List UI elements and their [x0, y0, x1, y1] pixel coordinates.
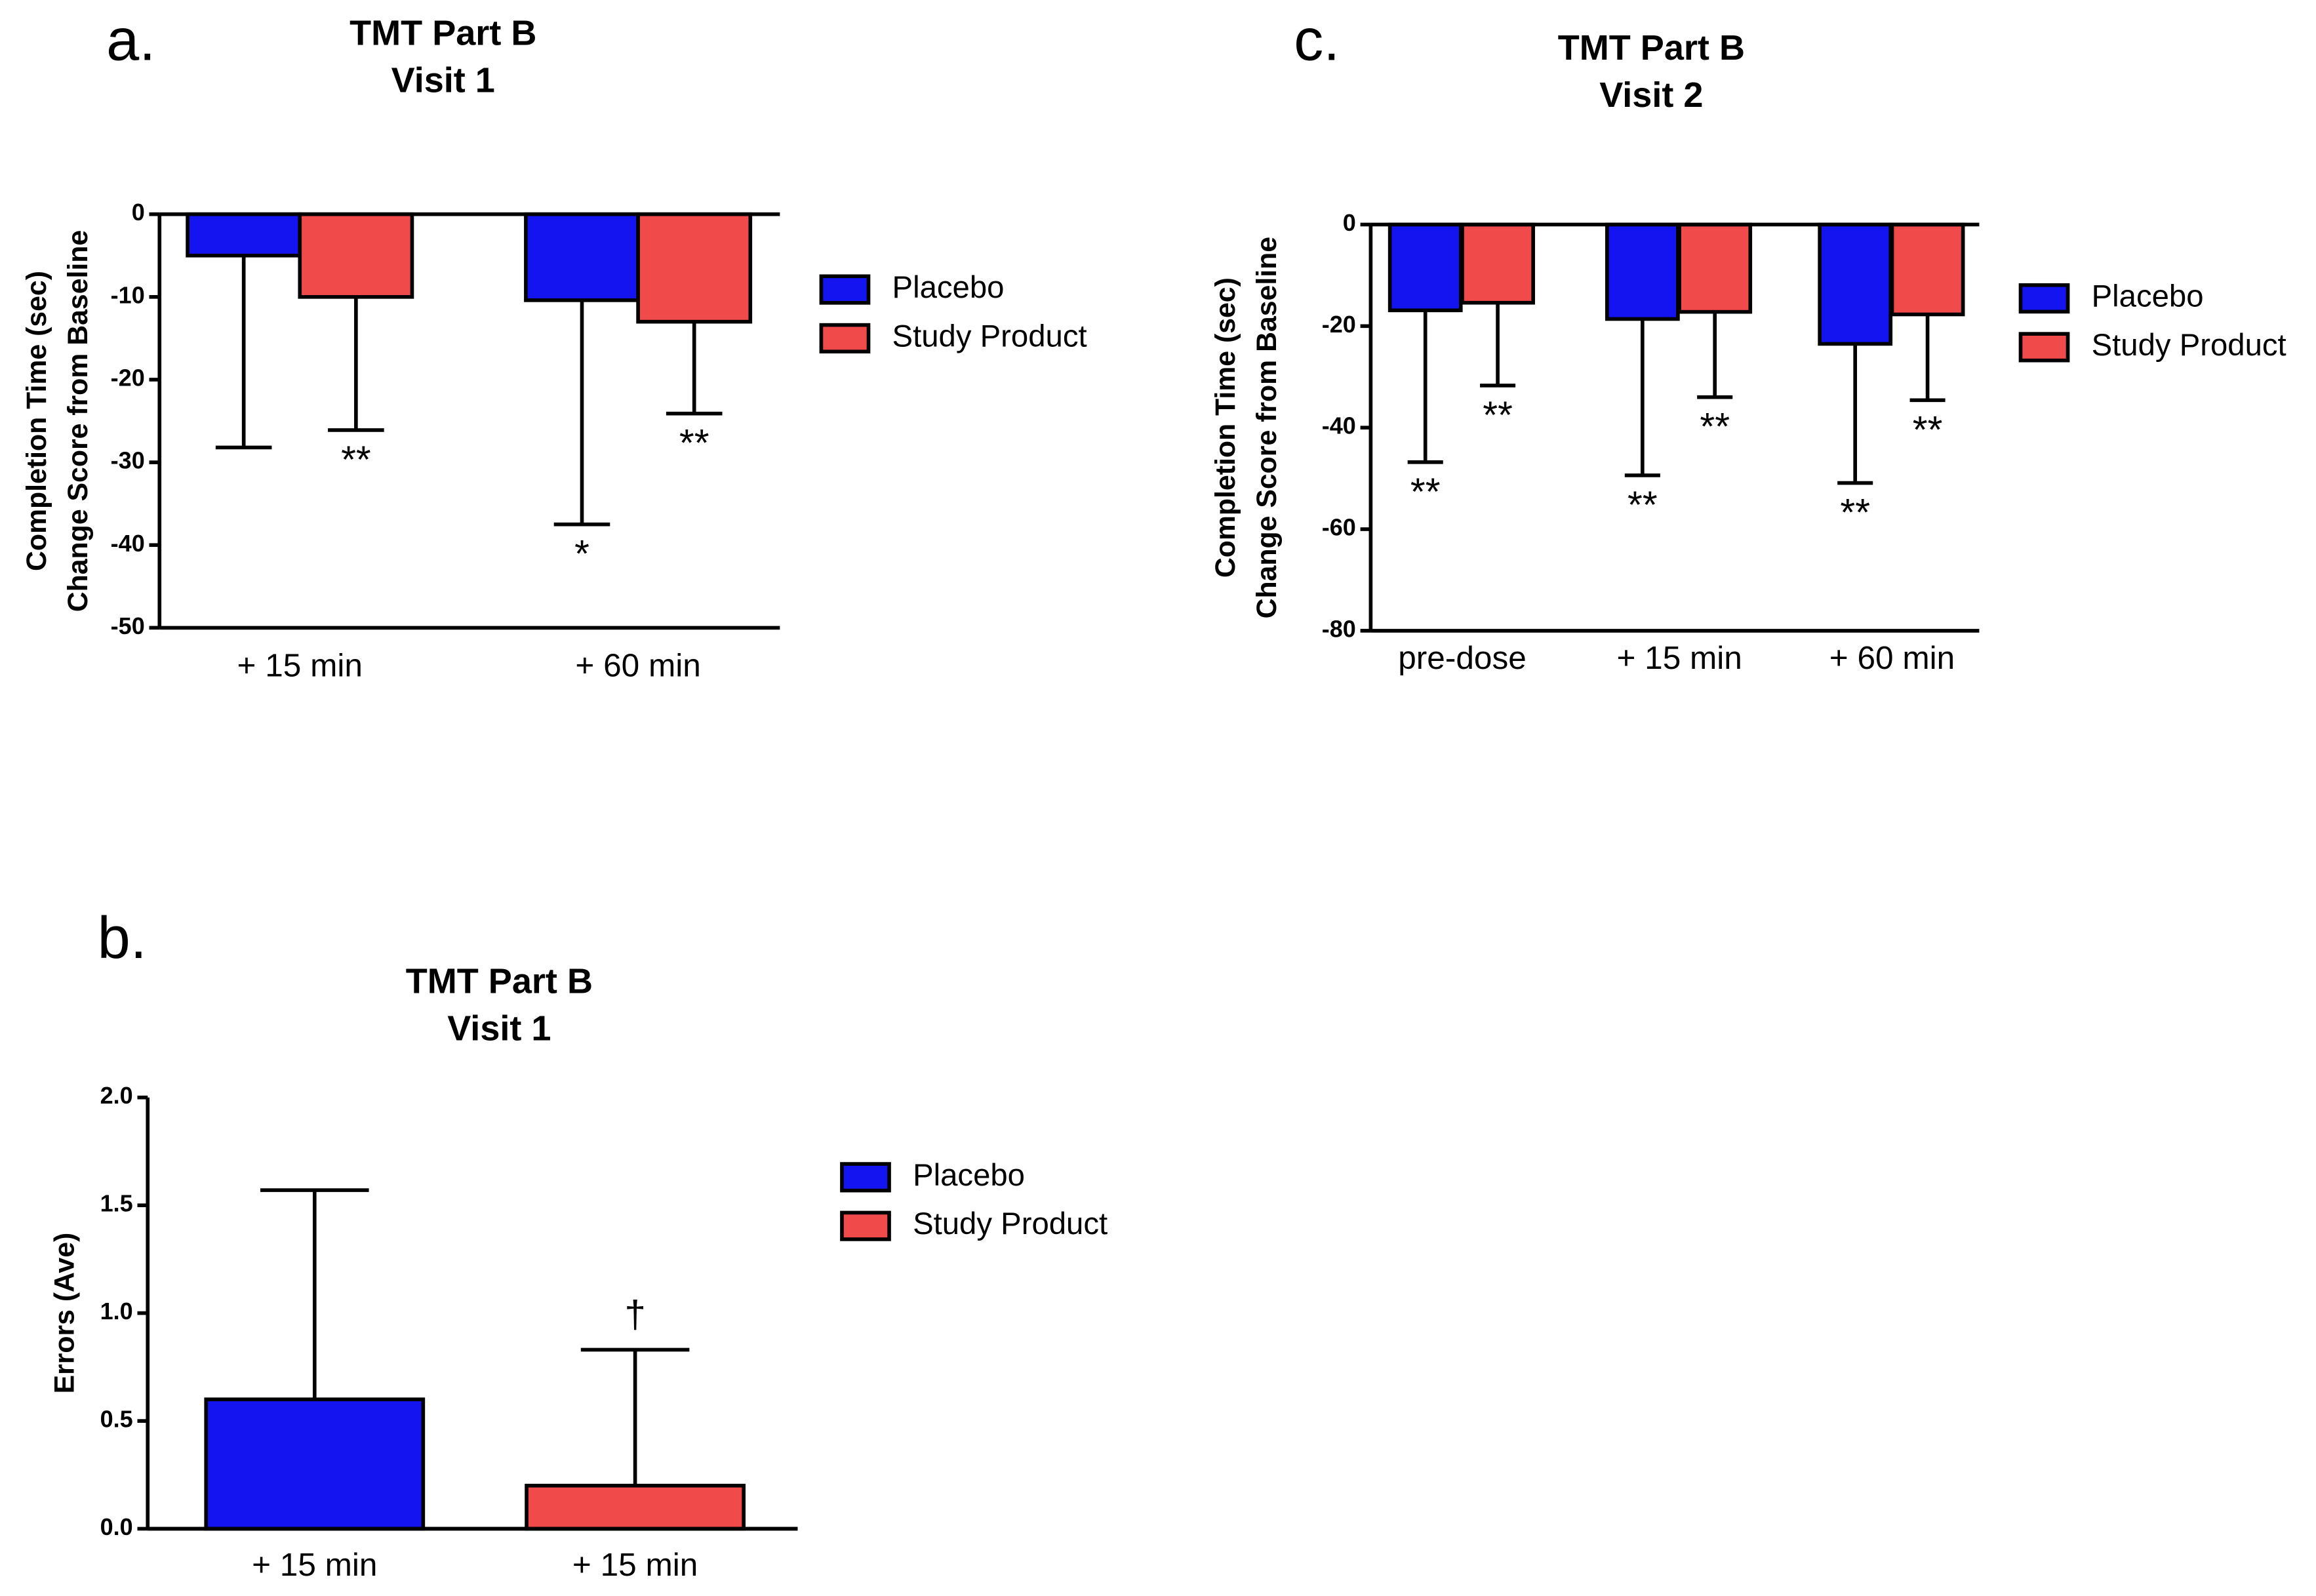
y-tick-label: -10: [111, 281, 145, 308]
x-tick-label: + 15 min: [252, 1546, 377, 1583]
y-tick-label: -20: [1322, 311, 1356, 338]
y-axis-label: Completion Time (sec): [21, 271, 52, 571]
y-tick-label: 2.0: [100, 1082, 133, 1109]
bar: [1677, 222, 1753, 314]
bar: [524, 212, 640, 302]
legend-label: Study Product: [913, 1207, 1108, 1241]
x-tick-label: + 15 min: [572, 1546, 698, 1583]
significance-marker: **: [679, 422, 709, 465]
legend-swatch: [819, 274, 871, 305]
bar: [186, 212, 302, 258]
x-tick-label: + 60 min: [1829, 639, 1955, 676]
y-tick-label: 0: [1343, 209, 1356, 236]
chart-subtitle: Visit 1: [447, 1009, 551, 1048]
bar: [1890, 222, 1965, 317]
bar: [298, 212, 414, 299]
legend-swatch: [2018, 283, 2070, 314]
x-tick-label: pre-dose: [1398, 639, 1527, 676]
y-tick-label: 1.5: [100, 1190, 133, 1217]
significance-marker: †: [624, 1293, 646, 1336]
bar: [1388, 222, 1463, 313]
y-tick-label: -30: [111, 447, 145, 474]
panel-letter: a.: [106, 7, 155, 73]
panel-letter: b.: [98, 905, 147, 971]
legend-label: Placebo: [2092, 279, 2204, 314]
legend-label: Study Product: [892, 319, 1087, 353]
legend-swatch: [819, 323, 871, 353]
bar: [1818, 222, 1893, 346]
x-tick-label: + 15 min: [1616, 639, 1742, 676]
significance-marker: **: [1700, 406, 1730, 449]
y-axis-label: Completion Time (sec): [1210, 277, 1241, 578]
y-tick-label: -40: [1322, 412, 1356, 439]
legend-label: Placebo: [892, 270, 1005, 305]
y-tick-label: -60: [1322, 514, 1356, 541]
bar: [204, 1397, 426, 1531]
x-tick-label: + 60 min: [575, 647, 700, 683]
y-tick-label: 0.0: [100, 1513, 133, 1540]
bar: [1605, 222, 1680, 321]
y-tick-label: 1.0: [100, 1298, 133, 1325]
panel-letter: c.: [1294, 7, 1340, 73]
significance-marker: **: [1913, 409, 1943, 451]
legend-label: Placebo: [913, 1158, 1025, 1193]
chart-title: TMT Part B: [349, 13, 536, 52]
y-axis-label: Change Score from Baseline: [1251, 237, 1283, 618]
legend-swatch: [840, 1210, 891, 1241]
significance-marker: *: [574, 533, 589, 576]
y-tick-label: -40: [111, 530, 145, 557]
legend-label: Study Product: [2092, 328, 2286, 363]
significance-marker: **: [1483, 394, 1513, 437]
x-tick-label: + 15 min: [237, 647, 363, 683]
legend-swatch: [840, 1162, 891, 1193]
y-tick-label: 0.5: [100, 1406, 133, 1433]
significance-marker: **: [1840, 492, 1870, 534]
bar: [1460, 222, 1535, 305]
bar: [636, 212, 753, 324]
y-tick-label: -20: [111, 364, 145, 391]
y-tick-label: -80: [1322, 615, 1356, 642]
chart-title: TMT Part B: [406, 962, 593, 1001]
chart-subtitle: Visit 2: [1599, 75, 1703, 115]
chart-subtitle: Visit 1: [391, 60, 495, 100]
bar: [525, 1483, 746, 1531]
y-axis-label: Change Score from Baseline: [62, 230, 94, 612]
y-tick-label: -50: [111, 612, 145, 639]
legend-swatch: [2018, 332, 2070, 363]
y-tick-label: 0: [132, 199, 145, 226]
chart-title: TMT Part B: [1558, 28, 1745, 68]
significance-marker: **: [1410, 471, 1441, 513]
y-axis-label: Errors (Ave): [49, 1233, 81, 1394]
significance-marker: **: [341, 439, 371, 481]
significance-marker: **: [1627, 484, 1658, 527]
